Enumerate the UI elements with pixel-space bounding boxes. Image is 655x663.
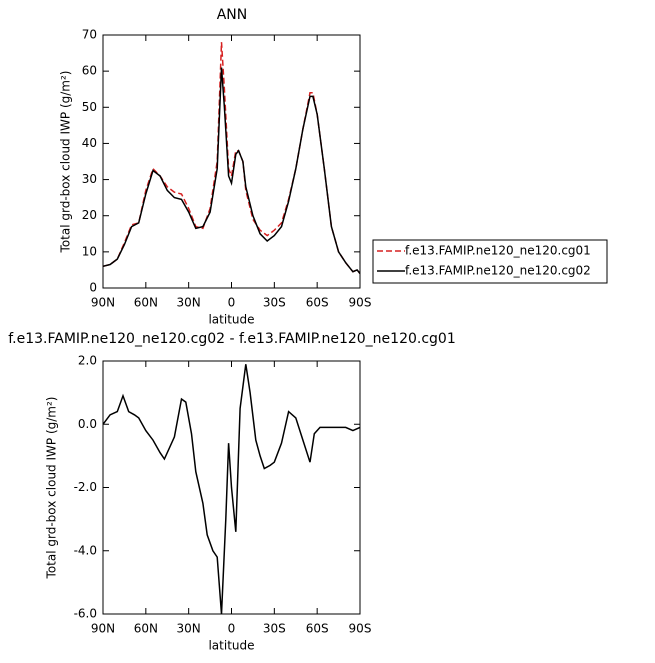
y-tick-label: 20 xyxy=(82,208,97,222)
data-line xyxy=(102,67,361,274)
x-tick-label: 90S xyxy=(349,296,372,310)
y-axis-label: Total grd-box cloud IWP (g/m²) xyxy=(45,397,59,580)
data-line xyxy=(102,42,361,274)
x-tick-label: 90N xyxy=(91,296,115,310)
y-tick-label: -2.0 xyxy=(74,480,97,494)
x-tick-label: 90S xyxy=(349,622,372,636)
x-tick-label: 30N xyxy=(177,296,201,310)
x-tick-label: 60N xyxy=(134,296,158,310)
x-tick-label: 30N xyxy=(177,622,201,636)
y-tick-label: 0.0 xyxy=(78,417,97,431)
legend-label: f.e13.FAMIP.ne120_ne120.cg02 xyxy=(405,264,591,278)
y-tick-label: 50 xyxy=(82,100,97,114)
legend-label: f.e13.FAMIP.ne120_ne120.cg01 xyxy=(405,244,591,258)
y-tick-label: 10 xyxy=(82,244,97,258)
y-tick-label: 2.0 xyxy=(78,354,97,368)
chart-title: ANN xyxy=(217,7,248,23)
y-tick-label: -4.0 xyxy=(74,543,97,557)
x-tick-label: 60N xyxy=(134,622,158,636)
chart-title: f.e13.FAMIP.ne120_ne120.cg02 - f.e13.FAM… xyxy=(8,331,456,347)
plot-frame xyxy=(102,34,361,289)
x-axis-label: latitude xyxy=(208,639,254,653)
legend-box xyxy=(372,239,608,284)
x-tick-label: 60S xyxy=(306,622,329,636)
x-tick-label: 0 xyxy=(228,622,236,636)
x-tick-label: 0 xyxy=(228,296,236,310)
plot-frame xyxy=(102,360,361,615)
x-tick-label: 30S xyxy=(263,296,286,310)
y-tick-label: 30 xyxy=(82,172,97,186)
y-tick-label: 40 xyxy=(82,136,97,150)
x-tick-label: 90N xyxy=(91,622,115,636)
y-tick-label: 0 xyxy=(89,281,97,295)
y-tick-label: 60 xyxy=(82,64,97,78)
x-tick-label: 60S xyxy=(306,296,329,310)
y-axis-label: Total grd-box cloud IWP (g/m²) xyxy=(59,71,73,254)
y-tick-label: 70 xyxy=(82,28,97,42)
x-axis-label: latitude xyxy=(208,313,254,327)
data-line xyxy=(102,364,361,615)
x-tick-label: 30S xyxy=(263,622,286,636)
y-tick-label: -6.0 xyxy=(74,607,97,621)
